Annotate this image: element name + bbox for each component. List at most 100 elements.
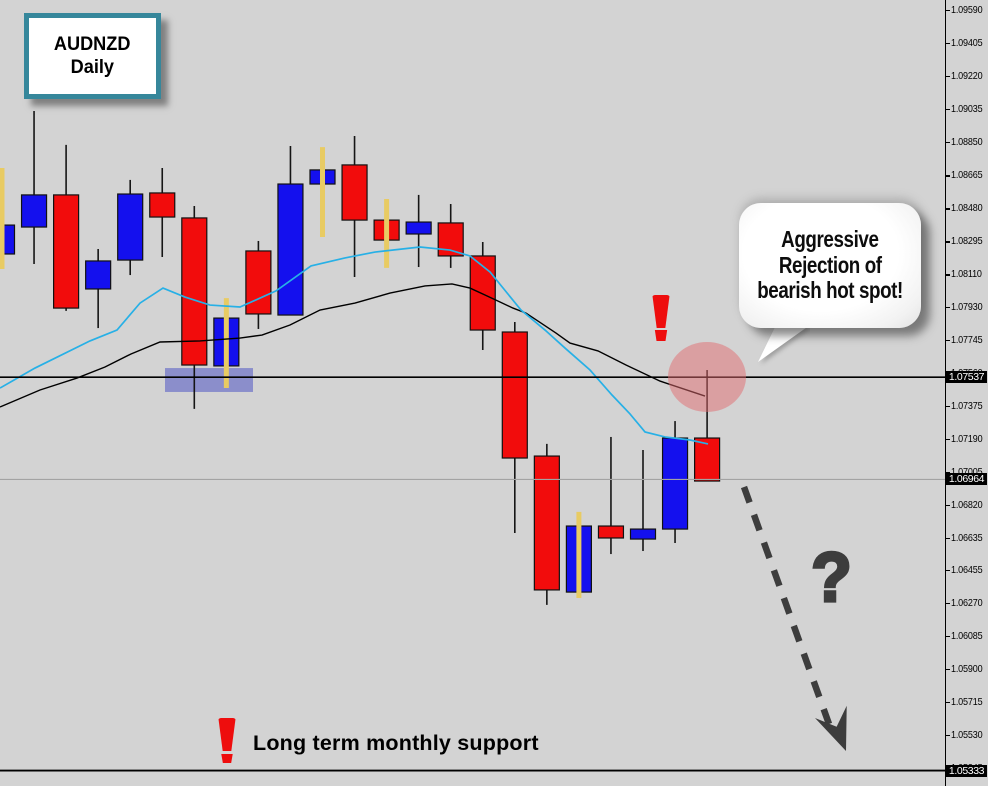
- candle[interactable]: [277, 146, 304, 316]
- callout-line-3: bearish hot spot!: [757, 277, 903, 304]
- axis-tick-mark: [945, 339, 950, 341]
- axis-tick-mark: [945, 10, 950, 12]
- fast-moving-average-line: [0, 246, 709, 445]
- axis-tick-mark: [945, 635, 950, 638]
- axis-tick-mark: [945, 76, 950, 78]
- axis-tick-label: 1.07930: [951, 300, 983, 313]
- candle[interactable]: [469, 242, 496, 351]
- callout-line-1: Aggressive: [781, 226, 879, 253]
- axis-tick-label: 1.07375: [951, 399, 983, 412]
- candle[interactable]: [85, 248, 112, 329]
- axis-tick-mark: [945, 537, 950, 539]
- candle[interactable]: [533, 443, 560, 605]
- price-axis-line: [945, 0, 947, 786]
- axis-tick-label: 1.06455: [951, 563, 983, 576]
- axis-tick-mark: [945, 109, 950, 111]
- candle-body: [597, 525, 625, 539]
- candle[interactable]: [437, 204, 464, 268]
- axis-tick-label: 1.09220: [951, 70, 983, 83]
- hotspot-circle[interactable]: [668, 341, 746, 412]
- candle[interactable]: [245, 240, 272, 329]
- axis-tick-mark: [945, 504, 950, 506]
- axis-tick-label: 1.06635: [951, 531, 983, 544]
- candle-body: [501, 331, 528, 459]
- candle-body: [693, 437, 721, 482]
- candle-body: [405, 221, 432, 235]
- axis-tick-label: 1.06085: [951, 629, 983, 642]
- axis-tick-label: 1.09035: [951, 103, 983, 116]
- axis-tick-mark: [945, 471, 950, 473]
- symbol-timeframe: Daily: [70, 56, 115, 78]
- candle[interactable]: [213, 298, 240, 389]
- candle-body: [245, 250, 272, 315]
- callout-line-2: Rejection of: [778, 251, 882, 278]
- demand-zone-box[interactable]: [165, 368, 253, 392]
- candle-body: [181, 217, 208, 366]
- candle[interactable]: [565, 511, 593, 598]
- axis-tick-mark: [945, 569, 950, 571]
- candle-body: [629, 528, 657, 540]
- price-tag: 1.06964: [946, 473, 987, 486]
- slow-moving-average-line: [0, 283, 706, 408]
- candle[interactable]: [341, 136, 368, 278]
- axis-tick-mark: [945, 668, 950, 671]
- candle[interactable]: [0, 167, 16, 269]
- projection-arrow-shaft[interactable]: [740, 485, 833, 726]
- candle-body: [437, 222, 464, 257]
- axis-tick-label: 1.05715: [951, 695, 983, 708]
- candle[interactable]: [501, 322, 528, 533]
- axis-tick-mark: [945, 241, 950, 243]
- axis-tick-label: 1.06270: [951, 596, 983, 609]
- axis-tick-mark: [945, 142, 950, 144]
- axis-tick-mark: [945, 175, 950, 177]
- axis-tick-label: 1.05900: [951, 662, 983, 675]
- question-mark: ?: [810, 538, 854, 616]
- candle[interactable]: [20, 111, 48, 264]
- candle[interactable]: [373, 199, 400, 268]
- candle-body: [469, 255, 496, 331]
- axis-tick-label: 1.07005: [951, 465, 983, 478]
- exclamation-dot: [654, 330, 668, 341]
- axis-tick-mark: [945, 208, 950, 210]
- axis-tick-label: 1.06820: [951, 498, 983, 511]
- candle[interactable]: [149, 167, 176, 258]
- axis-tick-mark: [945, 306, 950, 308]
- candle-body: [341, 164, 368, 221]
- axis-tick-label: 1.09590: [951, 4, 983, 17]
- candle-body: [149, 192, 176, 218]
- symbol-name: AUDNZD: [54, 33, 131, 55]
- candle[interactable]: [661, 421, 689, 543]
- axis-tick-mark: [945, 734, 950, 737]
- exclamation-bar: [218, 718, 236, 751]
- axis-tick-label: 1.09405: [951, 37, 983, 50]
- candle[interactable]: [117, 179, 144, 276]
- support-exclamation-icon: [218, 718, 236, 763]
- candle[interactable]: [52, 144, 80, 311]
- callout-tail: [758, 321, 810, 362]
- axis-tick-label: 1.08295: [951, 235, 983, 248]
- axis-tick-mark: [945, 438, 950, 440]
- candle[interactable]: [629, 449, 657, 552]
- exclamation-bar: [652, 295, 670, 328]
- candle-body: [20, 194, 48, 228]
- price-tag: 1.07537: [946, 371, 987, 384]
- symbol-box: AUDNZD Daily: [24, 13, 161, 99]
- callout-bubble[interactable]: Aggressive Rejection of bearish hot spot…: [739, 203, 921, 328]
- axis-tick-mark: [945, 274, 950, 276]
- support-note-text: Long term monthly support: [253, 731, 539, 755]
- axis-tick-label: 1.08480: [951, 202, 983, 215]
- axis-tick-label: 1.08850: [951, 136, 983, 149]
- axis-tick-label: 1.05530: [951, 728, 983, 741]
- candle-body: [277, 183, 304, 316]
- axis-tick-label: 1.08665: [951, 169, 983, 182]
- candle[interactable]: [309, 147, 336, 238]
- exclamation-dot: [221, 754, 233, 763]
- axis-tick-label: 1.08110: [951, 268, 982, 281]
- projection-arrow-head: [815, 705, 847, 751]
- axis-tick-label: 1.07745: [951, 333, 983, 346]
- candle[interactable]: [405, 194, 432, 268]
- candle-body: [117, 193, 144, 261]
- candle[interactable]: [597, 436, 625, 555]
- candle-body: [661, 437, 689, 530]
